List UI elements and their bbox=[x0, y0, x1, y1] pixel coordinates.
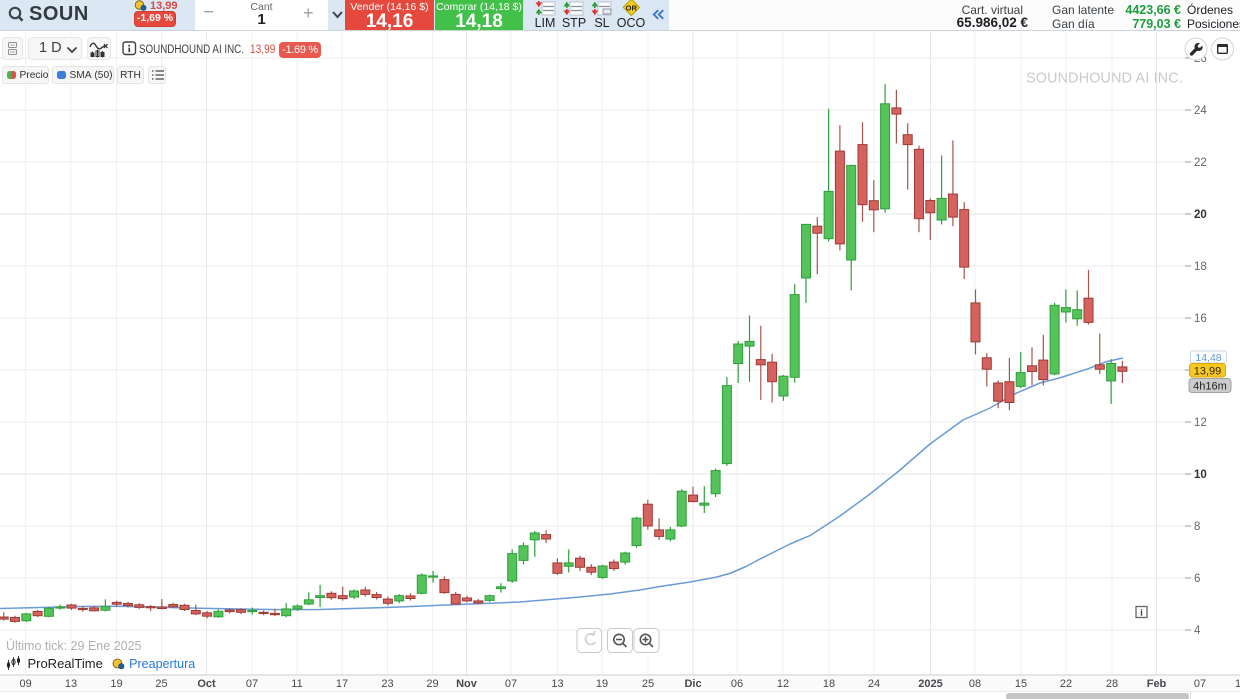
svg-text:SOUNDHOUND AI INC.: SOUNDHOUND AI INC. bbox=[1026, 71, 1183, 87]
svg-text:SL: SL bbox=[594, 16, 609, 30]
svg-text:4: 4 bbox=[1194, 625, 1201, 637]
svg-text:08: 08 bbox=[969, 678, 981, 690]
svg-text:14,48: 14,48 bbox=[1195, 352, 1221, 364]
svg-text:13: 13 bbox=[551, 678, 563, 690]
svg-text:22: 22 bbox=[1194, 157, 1207, 169]
svg-text:Nov: Nov bbox=[456, 678, 478, 690]
svg-text:17: 17 bbox=[336, 678, 348, 690]
svg-text:i: i bbox=[1140, 608, 1143, 618]
svg-text:Dic: Dic bbox=[684, 678, 701, 690]
svg-text:25: 25 bbox=[642, 678, 654, 690]
svg-text:8: 8 bbox=[1194, 521, 1200, 533]
svg-text:22: 22 bbox=[1060, 678, 1072, 690]
svg-text:OCO: OCO bbox=[617, 16, 646, 30]
svg-text:18: 18 bbox=[823, 678, 835, 690]
svg-text:6: 6 bbox=[1194, 573, 1200, 585]
svg-text:2025: 2025 bbox=[918, 678, 942, 690]
svg-text:25: 25 bbox=[155, 678, 167, 690]
svg-text:1: 1 bbox=[1235, 678, 1240, 690]
svg-text:15: 15 bbox=[1015, 678, 1027, 690]
svg-text:OR: OR bbox=[626, 4, 638, 13]
svg-text:Oct: Oct bbox=[197, 678, 216, 690]
svg-text:STP: STP bbox=[562, 16, 586, 30]
svg-text:11: 11 bbox=[291, 678, 302, 690]
svg-text:06: 06 bbox=[731, 678, 743, 690]
svg-text:LIM: LIM bbox=[535, 16, 556, 30]
svg-text:29: 29 bbox=[426, 678, 438, 690]
svg-text:19: 19 bbox=[596, 678, 608, 690]
svg-text:12: 12 bbox=[1194, 417, 1207, 429]
svg-text:07: 07 bbox=[1194, 678, 1206, 690]
svg-text:23: 23 bbox=[381, 678, 393, 690]
svg-text:4h16m: 4h16m bbox=[1193, 381, 1227, 393]
svg-text:19: 19 bbox=[110, 678, 122, 690]
svg-text:13: 13 bbox=[65, 678, 77, 690]
svg-text:28: 28 bbox=[1106, 678, 1118, 690]
svg-text:20: 20 bbox=[1194, 209, 1207, 221]
svg-text:Feb: Feb bbox=[1147, 678, 1167, 690]
svg-text:07: 07 bbox=[505, 678, 517, 690]
svg-text:16: 16 bbox=[1194, 313, 1207, 325]
svg-text:09: 09 bbox=[19, 678, 31, 690]
svg-text:24: 24 bbox=[868, 678, 880, 690]
svg-text:13,99: 13,99 bbox=[1194, 365, 1222, 377]
svg-text:10: 10 bbox=[1194, 469, 1207, 481]
svg-text:12: 12 bbox=[777, 678, 789, 690]
svg-text:07: 07 bbox=[246, 678, 258, 690]
svg-text:18: 18 bbox=[1194, 261, 1207, 273]
svg-text:24: 24 bbox=[1194, 105, 1207, 117]
